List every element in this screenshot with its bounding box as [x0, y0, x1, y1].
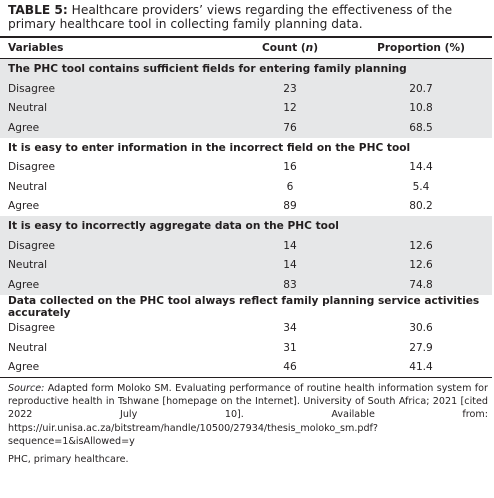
data-table: Variables Count (n) Proportion (%) The P… — [0, 36, 492, 378]
title-text: Healthcare providers’ views regarding th… — [8, 3, 453, 31]
data-row: Neutral 6 5.4 — [0, 177, 492, 197]
label-cell: Disagree — [0, 79, 230, 99]
data-row: Agree 83 74.8 — [0, 275, 492, 295]
data-row: Agree 76 68.5 — [0, 118, 492, 138]
title-label: TABLE 5: — [8, 3, 68, 17]
group-row: The PHC tool contains sufficient fields … — [0, 58, 492, 79]
value-cell: 46 — [230, 357, 350, 378]
value-cell: 83 — [230, 275, 350, 295]
value-cell: 12 — [230, 98, 350, 118]
label-cell: Agree — [0, 118, 230, 138]
value-cell: 74.8 — [350, 275, 492, 295]
value-cell: 34 — [283, 322, 297, 335]
table-body: The PHC tool contains sufficient fields … — [0, 58, 492, 378]
value-cell: 20.7 — [350, 79, 492, 99]
data-row: Neutral 14 12.6 — [0, 255, 492, 275]
value-cell: 14 — [230, 255, 350, 275]
group-row: It is easy to enter information in the i… — [0, 138, 492, 158]
footnote: PHC, primary healthcare. — [8, 454, 129, 465]
label-cell: Neutral — [0, 255, 230, 275]
value-cell: 31 — [283, 341, 297, 354]
label-cell: Disagree — [8, 161, 55, 174]
group-heading: The PHC tool contains sufficient fields … — [0, 58, 492, 79]
header-cell: Count (n) — [230, 37, 350, 59]
value-cell: 23 — [230, 79, 350, 99]
source-note: Source: Adapted form Moloko SM. Evaluati… — [8, 382, 488, 448]
group-heading: Data collected on the PHC tool always re… — [8, 294, 480, 319]
value-cell: 27.9 — [409, 341, 433, 354]
data-row: Disagree 14 12.6 — [0, 236, 492, 256]
source-text: Adapted form Moloko SM. Evaluating perfo… — [8, 383, 488, 447]
value-cell: 80.2 — [409, 200, 433, 213]
label-cell: Agree — [0, 357, 230, 378]
value-cell: 41.4 — [350, 357, 492, 378]
value-cell: 10.8 — [350, 98, 492, 118]
value-cell: 5.4 — [412, 180, 430, 193]
value-cell: 89 — [283, 200, 297, 213]
value-cell: 14 — [230, 236, 350, 256]
label-cell: Neutral — [8, 341, 48, 354]
value-cell: 12.6 — [350, 255, 492, 275]
value-cell: 30.6 — [409, 322, 433, 335]
data-row: Agree 89 80.2 — [0, 197, 492, 217]
value-cell: 76 — [230, 118, 350, 138]
value-cell: 14.4 — [409, 161, 433, 174]
group-row: Data collected on the PHC tool always re… — [0, 295, 492, 319]
table-header: Variables Count (n) Proportion (%) — [0, 37, 492, 59]
header-row: Variables Count (n) Proportion (%) — [0, 37, 492, 59]
header-cell: Proportion (%) — [377, 42, 465, 54]
data-row: Neutral 31 27.9 — [0, 338, 492, 358]
label-cell: Neutral — [8, 180, 48, 193]
label-cell: Agree — [8, 200, 40, 213]
header-italic: n — [305, 42, 314, 54]
table-title: TABLE 5: Healthcare providers’ views reg… — [8, 3, 488, 31]
header-cell: Variables — [8, 42, 64, 54]
label-cell: Neutral — [0, 98, 230, 118]
data-row: Disagree 16 14.4 — [0, 158, 492, 178]
source-label: Source: — [8, 383, 45, 394]
value-cell: 6 — [286, 180, 294, 193]
label-cell: Disagree — [8, 322, 55, 335]
data-row: Neutral 12 10.8 — [0, 98, 492, 118]
group-heading: It is easy to incorrectly aggregate data… — [0, 216, 492, 236]
value-cell: 68.5 — [350, 118, 492, 138]
header-text: Count ( — [261, 42, 306, 54]
value-cell: 12.6 — [350, 236, 492, 256]
data-row: Disagree 34 30.6 — [0, 319, 492, 339]
value-cell: 16 — [283, 161, 297, 174]
data-row: Disagree 23 20.7 — [0, 79, 492, 99]
group-row: It is easy to incorrectly aggregate data… — [0, 216, 492, 236]
header-text: ) — [313, 42, 319, 54]
label-cell: Agree — [0, 275, 230, 295]
data-row: Agree 46 41.4 — [0, 357, 492, 378]
group-heading: It is easy to enter information in the i… — [8, 141, 411, 154]
label-cell: Disagree — [0, 236, 230, 256]
